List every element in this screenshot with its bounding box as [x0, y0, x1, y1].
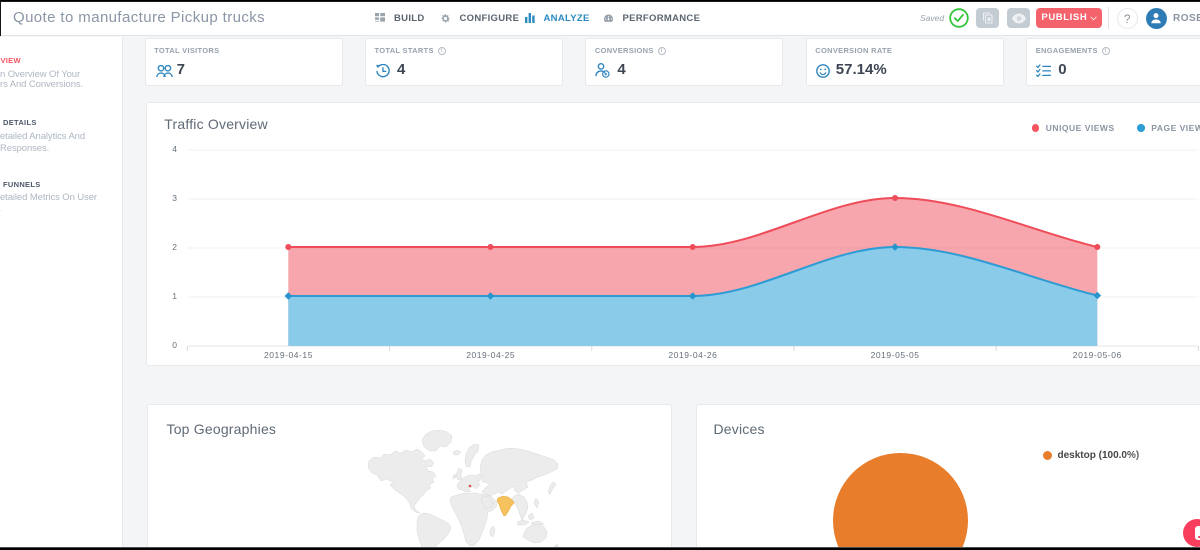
svg-text:0: 0 [173, 340, 178, 350]
svg-text:4: 4 [173, 144, 178, 154]
svg-text:1: 1 [173, 291, 178, 301]
svg-text:2: 2 [173, 242, 178, 252]
svg-text:3: 3 [173, 193, 178, 203]
svg-text:2019-05-06: 2019-05-06 [1073, 350, 1122, 360]
svg-text:2019-04-26: 2019-04-26 [669, 350, 718, 360]
svg-text:2019-05-05: 2019-05-05 [871, 350, 920, 360]
svg-text:2019-04-25: 2019-04-25 [467, 350, 516, 360]
svg-text:2019-04-15: 2019-04-15 [264, 350, 313, 360]
